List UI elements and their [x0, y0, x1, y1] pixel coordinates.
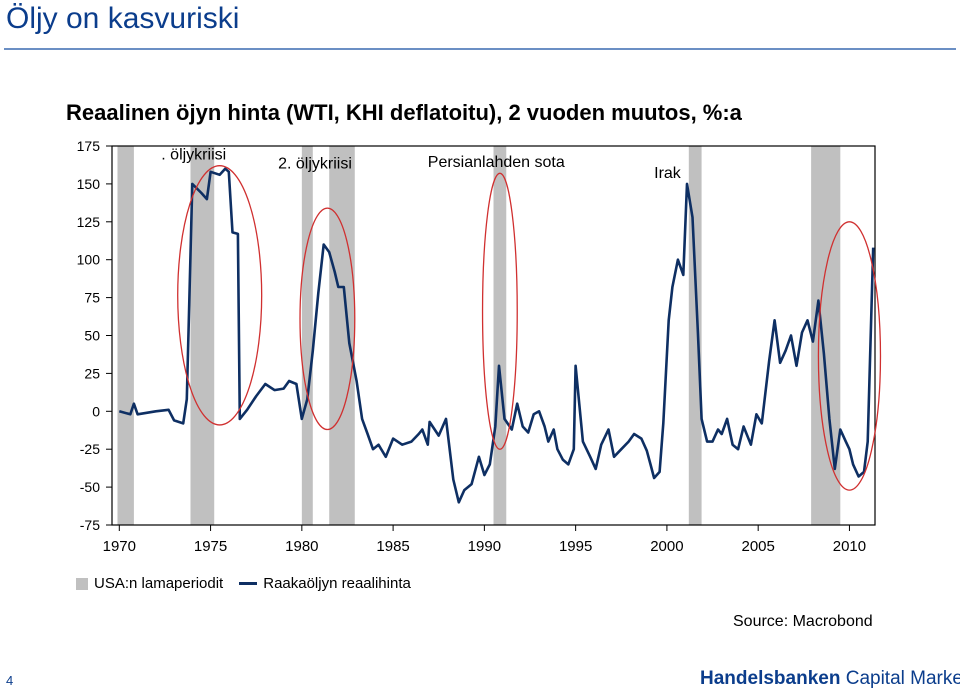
y-tick-label: 100 — [77, 252, 101, 268]
recession-bar — [688, 146, 702, 525]
recession-bar — [190, 146, 215, 525]
x-tick-label: 2000 — [650, 538, 683, 555]
brand-suffix: Capital Markets — [845, 668, 960, 689]
page-number: 4 — [6, 673, 14, 688]
recession-bar — [117, 146, 134, 525]
highlight-ellipse — [481, 172, 518, 450]
x-tick-label: 1990 — [468, 538, 501, 555]
annotation-label: 2. öljykriisi — [278, 156, 352, 173]
y-tick-label: 75 — [84, 290, 100, 306]
y-tick-label: -75 — [80, 517, 100, 533]
annotation-label: Irak — [654, 165, 682, 182]
slide-title: Öljy on kasvuriski — [6, 2, 240, 35]
recession-bar — [493, 146, 507, 525]
highlight-ellipse — [299, 207, 356, 431]
y-tick-label: 50 — [84, 328, 100, 344]
x-tick-label: 1970 — [103, 538, 136, 555]
x-tick-label: 2010 — [833, 538, 866, 555]
legend-line-label: Raakaöljyn reaalihinta — [263, 575, 411, 592]
legend-recession-swatch — [76, 577, 88, 590]
x-tick-label: 1995 — [559, 538, 592, 555]
y-tick-label: 150 — [77, 176, 101, 192]
title-divider — [4, 48, 956, 50]
x-tick-label: 1985 — [376, 538, 409, 555]
y-tick-label: 0 — [92, 403, 100, 419]
brand-name: Handelsbanken — [700, 668, 841, 689]
x-tick-label: 2005 — [741, 538, 774, 555]
y-tick-label: -25 — [80, 441, 100, 457]
legend-recession-label: USA:n lamaperiodit — [94, 575, 224, 592]
chart-title: Reaalinen öjyn hinta (WTI, KHI deflatoit… — [66, 100, 742, 125]
source-note: Source: Macrobond — [733, 613, 873, 630]
recession-bar — [329, 146, 355, 525]
x-tick-label: 1980 — [285, 538, 318, 555]
y-tick-label: 125 — [77, 214, 101, 230]
recession-bar — [301, 146, 313, 525]
oil-price-line — [118, 167, 875, 504]
highlight-ellipse — [817, 221, 882, 491]
y-tick-label: 25 — [84, 365, 100, 381]
chart-legend: USA:n lamaperiodit Raakaöljyn reaalihint… — [76, 575, 411, 592]
annotation-label: Persianlahden sota — [428, 154, 565, 171]
y-tick-label: 175 — [77, 138, 101, 154]
brand-logo: Handelsbanken Capital Markets — [700, 668, 960, 690]
y-tick-label: -50 — [80, 479, 100, 495]
annotation-label: . öljykriisi — [161, 147, 226, 164]
x-tick-label: 1975 — [194, 538, 227, 555]
legend-line-swatch — [239, 582, 258, 585]
highlight-ellipse — [177, 165, 263, 426]
